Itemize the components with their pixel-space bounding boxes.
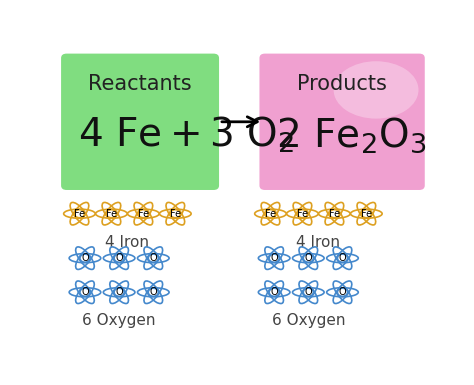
Circle shape xyxy=(269,288,279,296)
Circle shape xyxy=(329,209,339,218)
Text: Fe: Fe xyxy=(329,209,340,219)
Text: O: O xyxy=(270,253,278,263)
Circle shape xyxy=(303,288,313,296)
Text: Fe: Fe xyxy=(138,209,149,219)
Circle shape xyxy=(303,254,313,262)
Text: $\mathregular{2\ Fe_2O_3}$: $\mathregular{2\ Fe_2O_3}$ xyxy=(276,116,427,155)
Circle shape xyxy=(80,288,90,296)
Circle shape xyxy=(114,288,124,296)
Text: $\mathregular{4\ Fe + 3\ O_2}$: $\mathregular{4\ Fe + 3\ O_2}$ xyxy=(78,115,294,155)
Text: 4 Iron: 4 Iron xyxy=(105,235,149,250)
Text: Fe: Fe xyxy=(106,209,117,219)
Circle shape xyxy=(148,288,158,296)
Ellipse shape xyxy=(334,61,419,119)
Circle shape xyxy=(269,254,279,262)
FancyBboxPatch shape xyxy=(259,54,425,190)
Circle shape xyxy=(170,209,181,218)
Circle shape xyxy=(361,209,372,218)
Circle shape xyxy=(80,254,90,262)
FancyBboxPatch shape xyxy=(61,54,219,190)
Text: O: O xyxy=(338,253,346,263)
Text: 6 Oxygen: 6 Oxygen xyxy=(82,313,156,328)
Text: 4 Iron: 4 Iron xyxy=(296,235,340,250)
Text: O: O xyxy=(304,253,312,263)
Circle shape xyxy=(138,209,148,218)
Text: O: O xyxy=(149,287,157,297)
Text: Fe: Fe xyxy=(265,209,276,219)
Text: Fe: Fe xyxy=(170,209,181,219)
Text: Fe: Fe xyxy=(74,209,85,219)
Text: O: O xyxy=(115,287,123,297)
Text: Reactants: Reactants xyxy=(88,74,192,94)
Circle shape xyxy=(114,254,124,262)
Text: O: O xyxy=(81,287,89,297)
Text: O: O xyxy=(270,287,278,297)
Text: O: O xyxy=(338,287,346,297)
Text: O: O xyxy=(149,253,157,263)
Circle shape xyxy=(297,209,308,218)
Text: Products: Products xyxy=(297,74,387,94)
Text: O: O xyxy=(304,287,312,297)
Circle shape xyxy=(106,209,117,218)
Text: Fe: Fe xyxy=(297,209,308,219)
Circle shape xyxy=(265,209,275,218)
Text: Fe: Fe xyxy=(361,209,372,219)
Text: O: O xyxy=(81,253,89,263)
Text: 6 Oxygen: 6 Oxygen xyxy=(272,313,345,328)
Circle shape xyxy=(74,209,84,218)
Text: O: O xyxy=(115,253,123,263)
Circle shape xyxy=(337,288,347,296)
Circle shape xyxy=(148,254,158,262)
Circle shape xyxy=(337,254,347,262)
